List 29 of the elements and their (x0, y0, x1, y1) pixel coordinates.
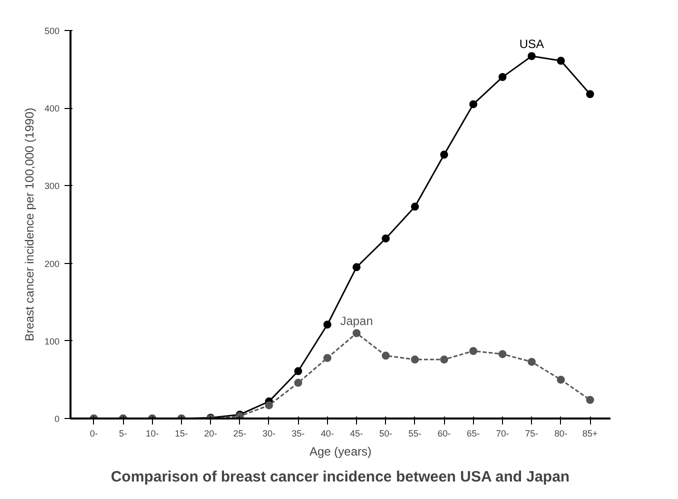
x-tick-label: 0- (90, 428, 98, 438)
x-tick-label: 30- (262, 428, 276, 438)
x-tick-label: 15- (174, 428, 188, 438)
series-label: Japan (340, 314, 373, 328)
x-tick-label: 50- (379, 428, 392, 438)
x-tick-label: 35- (292, 428, 305, 438)
y-axis-title: Breast cancer incidence per 100,000 (1990) (22, 108, 36, 342)
x-tick-label: 75- (525, 428, 538, 438)
text: Comparison of breast cancer incidence between USA and Japan (110, 468, 570, 486)
x-tick-label: 65- (466, 428, 480, 438)
x-tick-label: 45- (350, 428, 364, 438)
x-tick-label: 80- (554, 428, 568, 438)
x-tick-label: 85+ (582, 428, 598, 438)
y-tick-label: 100 (44, 336, 60, 346)
y-tick-label: 300 (44, 181, 60, 192)
x-tick-label: 20- (204, 428, 218, 438)
x-tick-label: 60- (438, 428, 451, 438)
x-tick-label: 55- (408, 428, 422, 438)
x-tick-label: 40- (320, 428, 334, 438)
x-tick-label: 5- (119, 428, 128, 438)
y-tick-label: 200 (44, 258, 60, 269)
y-tick-label: 400 (44, 104, 60, 114)
y-tick-label: 500 (44, 26, 60, 36)
y-tick-label: 0 (54, 414, 60, 424)
x-tick-label: 25- (233, 428, 246, 438)
series-label: USA (519, 37, 544, 52)
x-tick-label: 70- (496, 428, 510, 438)
x-axis-title: Age (years) (309, 444, 372, 458)
x-tick-label: 10- (146, 428, 159, 438)
